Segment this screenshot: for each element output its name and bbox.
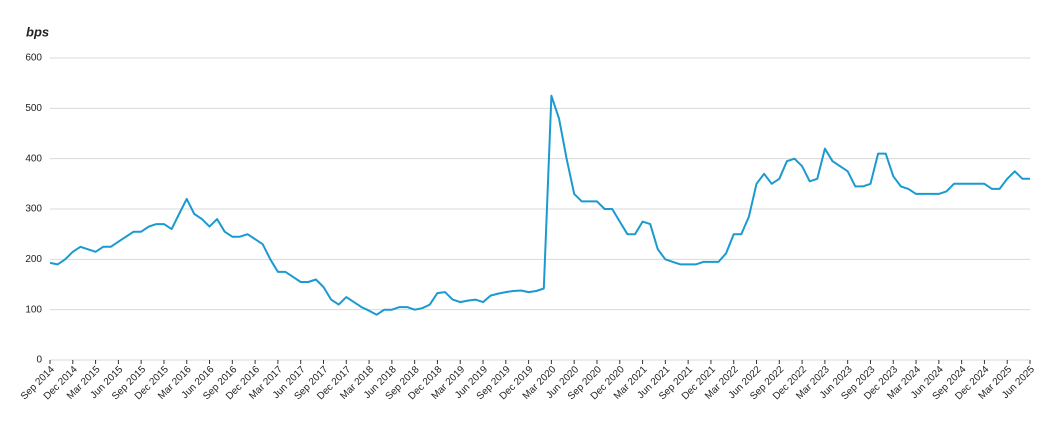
y-tick-label: 600 — [25, 53, 42, 64]
y-tick-label: 500 — [25, 103, 42, 114]
y-axis-label: bps — [26, 24, 49, 39]
line-series — [49, 94, 1030, 316]
y-tick-label: 0 — [36, 355, 42, 366]
y-tick-label: 300 — [25, 204, 42, 215]
y-tick-label: 400 — [25, 153, 42, 164]
y-tick-label: 100 — [25, 304, 42, 315]
y-tick-label: 200 — [25, 254, 42, 265]
